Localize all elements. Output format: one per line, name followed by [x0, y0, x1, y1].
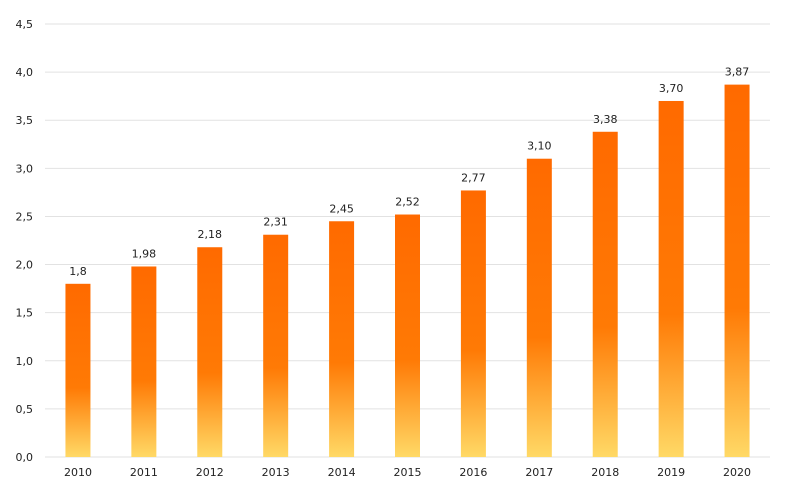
data-label-2011: 1,98: [132, 247, 157, 260]
data-label-2014: 2,45: [329, 202, 354, 215]
x-tick-label-2020: 2020: [723, 466, 751, 479]
y-tick-label: 0,0: [16, 451, 34, 464]
x-tick-label-2014: 2014: [328, 466, 356, 479]
y-tick-label: 1,0: [16, 355, 34, 368]
x-axis-ticks: 2010 2011 2012 2013 2014 2015 2016 2017 2018 2019…: [64, 466, 751, 479]
bar-2018: [592, 131, 618, 457]
bar-2015: [395, 214, 420, 457]
data-label-2019: 3,70: [659, 82, 684, 95]
y-tick-label: 4,0: [16, 66, 34, 79]
bar-2013: [263, 234, 289, 457]
data-labels: 1,8 1,98 2,18 2,31 2,45 2,52 2,77 3,10 3,38 3,70 3…: [69, 66, 749, 278]
data-label-2017: 3,10: [527, 140, 552, 153]
x-tick-label-2016: 2016: [459, 466, 487, 479]
data-label-2010: 1,8: [69, 265, 87, 278]
data-label-2018: 3,38: [593, 113, 618, 126]
x-tick-label-2013: 2013: [262, 466, 290, 479]
bar-2012: [197, 247, 223, 457]
x-tick-label-2017: 2017: [525, 466, 553, 479]
y-axis-ticks: 0,0 0,5 1,0 1,5 2,0 2,5 3,0 3,5 4,0 4,5: [16, 18, 34, 464]
y-tick-label: 3,5: [16, 114, 34, 127]
data-label-2013: 2,31: [263, 216, 288, 229]
bar-2019: [658, 100, 684, 457]
bar-2020: [724, 84, 750, 458]
bar-2014: [329, 221, 355, 457]
data-label-2016: 2,77: [461, 171, 486, 184]
x-tick-label-2011: 2011: [130, 466, 158, 479]
x-tick-label-2010: 2010: [64, 466, 92, 479]
bar-2016: [460, 190, 486, 457]
bars: [65, 84, 750, 458]
data-label-2012: 2,18: [198, 228, 223, 241]
y-tick-label: 2,5: [16, 210, 34, 223]
bar-2017: [526, 158, 552, 457]
x-tick-label-2019: 2019: [657, 466, 685, 479]
data-label-2015: 2,52: [395, 196, 420, 209]
x-tick-label-2018: 2018: [591, 466, 619, 479]
y-tick-label: 1,5: [16, 307, 34, 320]
bar-2011: [131, 266, 157, 457]
bar-2010: [65, 283, 91, 457]
y-tick-label: 3,0: [16, 162, 34, 175]
y-tick-label: 4,5: [16, 18, 34, 31]
y-tick-label: 0,5: [16, 403, 34, 416]
x-tick-label-2015: 2015: [394, 466, 422, 479]
data-label-2020: 3,87: [725, 66, 750, 79]
x-tick-label-2012: 2012: [196, 466, 224, 479]
y-tick-label: 2,0: [16, 259, 34, 272]
